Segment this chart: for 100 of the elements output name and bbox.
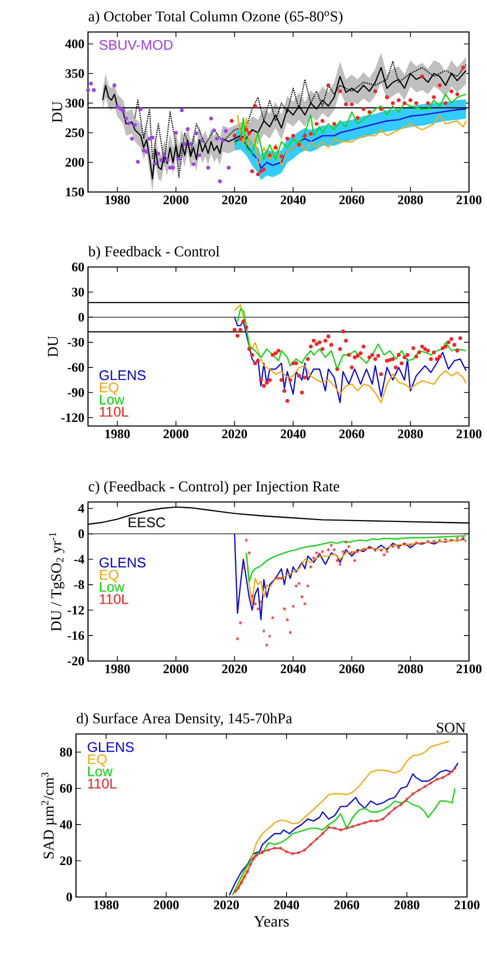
x-tick-label: 1980: [105, 664, 130, 674]
x-tick-label: 2000: [164, 664, 188, 674]
point: [168, 166, 172, 170]
y-tick-label: 0: [78, 312, 84, 322]
point: [144, 150, 149, 154]
point: [285, 136, 290, 141]
x-tick-label: 2100: [454, 900, 480, 910]
point: [197, 153, 202, 158]
point: [259, 169, 263, 174]
point: [274, 146, 278, 150]
x-tick-label: 2040: [280, 196, 306, 204]
point: [390, 101, 395, 105]
point: [456, 536, 459, 540]
point: [280, 576, 284, 580]
point: [375, 819, 378, 823]
point: [176, 156, 181, 161]
text: EQ: [88, 754, 106, 767]
point: [89, 82, 93, 86]
point: [396, 98, 401, 102]
point: [115, 104, 120, 109]
x-tick-label: 2040: [280, 430, 306, 438]
point: [253, 104, 257, 108]
point: [444, 101, 448, 105]
point: [242, 875, 246, 879]
y-tick-label: 300: [66, 98, 84, 108]
point: [282, 606, 286, 611]
point: [408, 98, 412, 102]
y-tick-label: 4: [78, 504, 84, 513]
point: [274, 576, 278, 580]
point: [306, 584, 310, 588]
y-tick-label: -4: [74, 554, 84, 564]
point: [194, 131, 198, 136]
point: [294, 584, 298, 588]
y-tick-label: -30: [68, 338, 84, 347]
point: [265, 643, 268, 647]
point: [438, 538, 442, 542]
point: [226, 166, 231, 170]
point: [356, 550, 360, 554]
point: [127, 121, 131, 126]
point: [230, 118, 234, 123]
point: [381, 817, 384, 822]
y-axis-title: DU: [52, 102, 62, 122]
point: [236, 886, 240, 890]
chart-title: c) (Feedback - Control) per Injection Rate: [88, 480, 340, 495]
text: Low: [100, 582, 124, 592]
chart-title: d) Surface Area Density, 145-70hPa: [76, 712, 292, 727]
point: [357, 822, 360, 826]
point: [420, 541, 424, 546]
point: [270, 616, 274, 620]
y-tick-label: -16: [68, 631, 84, 640]
y-tick-label: 60: [72, 262, 84, 272]
y-tick-label: -120: [61, 413, 84, 422]
x-tick-label: 2000: [164, 430, 188, 438]
point: [309, 564, 312, 569]
chart-title: a) October Total Column Ozone (65-80$^{o}$S): [88, 10, 342, 24]
point: [450, 538, 454, 542]
x-tick-label: 2020: [222, 196, 247, 204]
point: [200, 138, 204, 142]
x-axis-title: Years: [254, 916, 289, 927]
point: [455, 92, 460, 96]
point: [162, 153, 166, 158]
x-tick-label: 2080: [398, 664, 423, 674]
text: SBUV-MOD: [99, 40, 173, 50]
point: [150, 136, 154, 140]
point: [326, 548, 330, 552]
x-tick-label: 2000: [164, 196, 188, 204]
point: [341, 550, 345, 554]
point: [444, 538, 448, 542]
y-tick-label: 40: [60, 820, 72, 829]
point: [374, 548, 377, 552]
point: [262, 629, 266, 633]
point: [314, 837, 318, 841]
point: [156, 152, 160, 156]
point: [236, 636, 240, 641]
point: [369, 819, 372, 823]
y-tick-label: 400: [65, 39, 84, 48]
point: [248, 862, 252, 866]
point: [338, 562, 342, 566]
point: [318, 552, 322, 556]
point: [432, 95, 436, 100]
point: [423, 784, 427, 788]
point: [291, 134, 296, 138]
point: [209, 116, 213, 120]
point: [302, 848, 306, 852]
point: [133, 123, 137, 127]
point: [320, 550, 324, 554]
point: [362, 107, 366, 111]
point: [288, 630, 292, 634]
text: GLENS: [100, 558, 146, 568]
line-series: [234, 533, 467, 620]
point: [441, 776, 445, 780]
point: [408, 543, 412, 548]
point: [215, 136, 219, 141]
annotation: EESC: [128, 517, 166, 528]
x-tick-label: 1980: [105, 196, 130, 204]
point: [379, 107, 383, 111]
point: [362, 548, 366, 552]
x-tick-label: 2020: [214, 900, 239, 910]
text: 110L: [100, 406, 128, 417]
x-tick-label: 2020: [222, 664, 247, 674]
